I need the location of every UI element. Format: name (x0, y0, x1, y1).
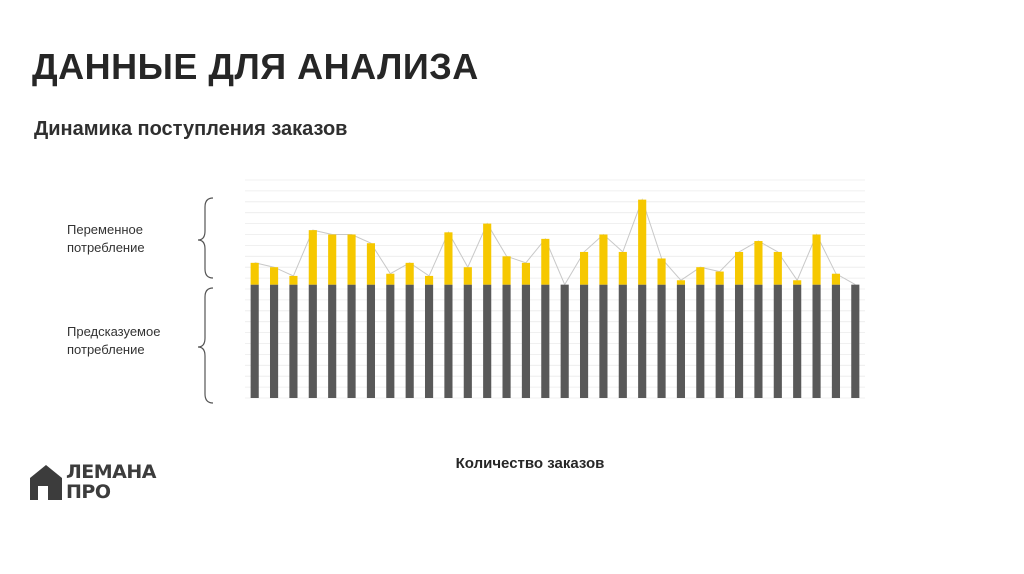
bar-base (502, 284, 511, 398)
bar-variable (773, 251, 782, 285)
bar-variable (734, 251, 744, 285)
x-axis-label: Количество заказов (455, 455, 605, 472)
bar-variable (599, 234, 608, 285)
logo-line-2: ПРО (66, 481, 111, 503)
bar-base (696, 284, 705, 398)
bar-variable (502, 256, 511, 285)
bar-variable (250, 262, 259, 285)
bar-base (308, 284, 317, 398)
bar-variable (424, 275, 434, 285)
bar-variable (386, 273, 395, 285)
bar-variable (308, 230, 317, 285)
bar-variable (754, 241, 763, 285)
variable-brace (197, 197, 214, 279)
bar-variable (463, 267, 472, 285)
bar-variable (541, 238, 550, 285)
bar-base (812, 284, 821, 398)
bar-variable (444, 232, 453, 285)
bar-variable (657, 258, 666, 285)
bar-variable (696, 267, 705, 285)
bar-base (289, 284, 298, 398)
bar-base (444, 284, 453, 398)
bar-variable (289, 275, 298, 285)
orders-chart (245, 179, 865, 399)
bar-base (250, 284, 259, 398)
braces (197, 197, 214, 404)
house-icon (30, 465, 62, 500)
bar-variable (405, 262, 414, 285)
bar-variable (366, 243, 376, 285)
bar-variable (347, 234, 356, 285)
bar-variable (638, 199, 647, 285)
predicted-brace (197, 287, 214, 404)
bar-base (638, 284, 647, 398)
bar-base (734, 284, 744, 398)
bar-base (463, 284, 472, 398)
bar-base (541, 284, 550, 398)
bar-variable (618, 251, 627, 285)
bar-base (831, 284, 841, 398)
bar-base (773, 284, 782, 398)
bar-base (269, 284, 279, 398)
bar-variable (831, 273, 841, 285)
bar-base (405, 284, 414, 398)
bar-base (386, 284, 395, 398)
bar-base (657, 284, 666, 398)
bar-base (715, 284, 724, 398)
logo-text: ЛЕМАНА ПРО (66, 462, 156, 502)
predicted-consumption-label: Предсказуемое потребление (67, 324, 161, 357)
variable-consumption-label: Переменное потребление (67, 222, 145, 255)
slide-subtitle: Динамика поступления заказов (34, 118, 348, 140)
bar-variable (483, 223, 492, 285)
bar-base (676, 284, 686, 398)
bar-base (347, 284, 356, 398)
bar-base (328, 284, 337, 398)
bar-base (754, 284, 763, 398)
bar-variable (812, 234, 821, 285)
bar-base (618, 284, 627, 398)
bar-variable (579, 251, 589, 285)
bar-variable (328, 234, 337, 285)
bar-variable (521, 262, 531, 285)
slide-title: ДАННЫЕ ДЛЯ АНАЛИЗА (32, 46, 479, 87)
bar-variable (793, 280, 802, 285)
bar-base (851, 284, 860, 398)
bar-base (599, 284, 608, 398)
bar-variable (269, 267, 279, 285)
bar-base (483, 284, 492, 398)
bar-base (793, 284, 802, 398)
bar-base (424, 284, 434, 398)
bar-variable (715, 271, 724, 285)
bar-base (366, 284, 376, 398)
bar-base (521, 284, 531, 398)
bar-variable (676, 280, 686, 285)
bar-base (560, 284, 569, 398)
bar-base (579, 284, 589, 398)
logo-line-1: ЛЕМАНА (66, 461, 156, 483)
